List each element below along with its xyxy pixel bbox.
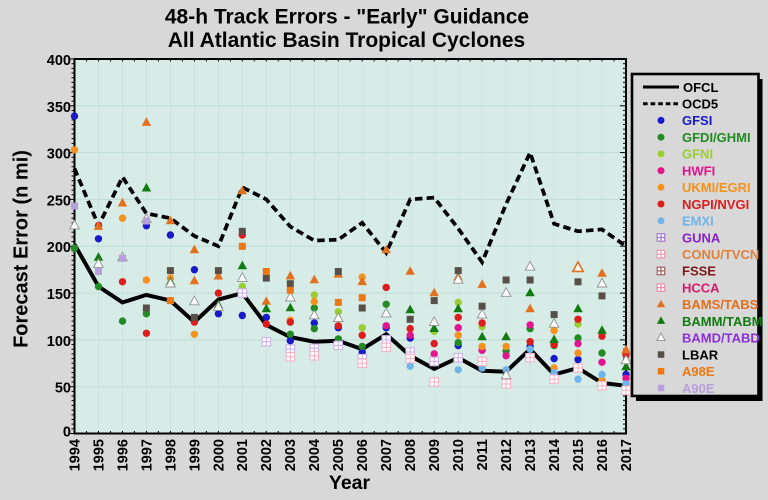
svg-text:1999: 1999 [187,439,203,471]
svg-text:2017: 2017 [619,439,635,471]
svg-text:BAMD/TABD: BAMD/TABD [682,331,760,346]
svg-text:1997: 1997 [139,439,155,471]
svg-text:48-h Track Errors - "Early" Gu: 48-h Track Errors - "Early" Guidance [165,6,529,29]
svg-text:250: 250 [47,193,71,209]
svg-text:HWFI: HWFI [682,163,715,178]
svg-text:NGPI/NVGI: NGPI/NVGI [682,197,749,212]
svg-text:2005: 2005 [331,439,347,471]
svg-text:150: 150 [47,287,71,303]
svg-text:2004: 2004 [307,439,323,471]
svg-text:1998: 1998 [163,439,179,471]
svg-text:A90E: A90E [682,381,715,396]
svg-text:2016: 2016 [595,439,611,471]
svg-text:2009: 2009 [427,439,443,471]
svg-text:FSSE: FSSE [682,264,716,279]
svg-text:50: 50 [55,381,71,397]
svg-text:2000: 2000 [211,439,227,471]
svg-text:2007: 2007 [379,439,395,471]
svg-text:GFSI: GFSI [682,113,712,128]
svg-text:2001: 2001 [235,439,251,471]
svg-text:1994: 1994 [67,439,83,471]
svg-text:UKMI/EGRI: UKMI/EGRI [682,180,751,195]
svg-text:1995: 1995 [91,439,107,471]
svg-text:Forecast Error (n mi): Forecast Error (n mi) [11,150,33,348]
svg-text:200: 200 [47,240,71,256]
svg-text:2014: 2014 [547,439,563,471]
svg-text:OCD5: OCD5 [682,97,718,112]
svg-text:2006: 2006 [355,439,371,471]
svg-text:2012: 2012 [499,439,515,471]
svg-text:100: 100 [47,334,71,350]
svg-text:1996: 1996 [115,439,131,471]
svg-text:GFNI: GFNI [682,147,713,162]
svg-text:2010: 2010 [451,439,467,471]
svg-text:Year: Year [329,472,371,494]
svg-text:0: 0 [63,425,71,441]
svg-text:EMXI: EMXI [682,214,714,229]
svg-text:2003: 2003 [283,439,299,471]
svg-text:300: 300 [47,147,71,163]
svg-text:BAMS/TABS: BAMS/TABS [682,297,759,312]
svg-text:400: 400 [47,53,71,69]
svg-text:CONU/TVCN: CONU/TVCN [682,247,759,262]
svg-text:2008: 2008 [403,439,419,471]
svg-text:OFCL: OFCL [683,80,718,95]
svg-text:BAMM/TABM: BAMM/TABM [682,314,763,329]
svg-text:2002: 2002 [259,439,275,471]
svg-text:GUNA: GUNA [682,230,721,245]
svg-text:GFDI/GHMI: GFDI/GHMI [682,130,751,145]
svg-text:LBAR: LBAR [682,347,719,362]
svg-text:HCCA: HCCA [682,280,720,295]
svg-text:2013: 2013 [523,439,539,471]
svg-text:A98E: A98E [682,364,715,379]
svg-text:2015: 2015 [571,439,587,471]
svg-text:All Atlantic Basin Tropical Cy: All Atlantic Basin Tropical Cyclones [168,29,525,52]
svg-text:2011: 2011 [475,439,491,470]
svg-text:350: 350 [47,100,71,116]
